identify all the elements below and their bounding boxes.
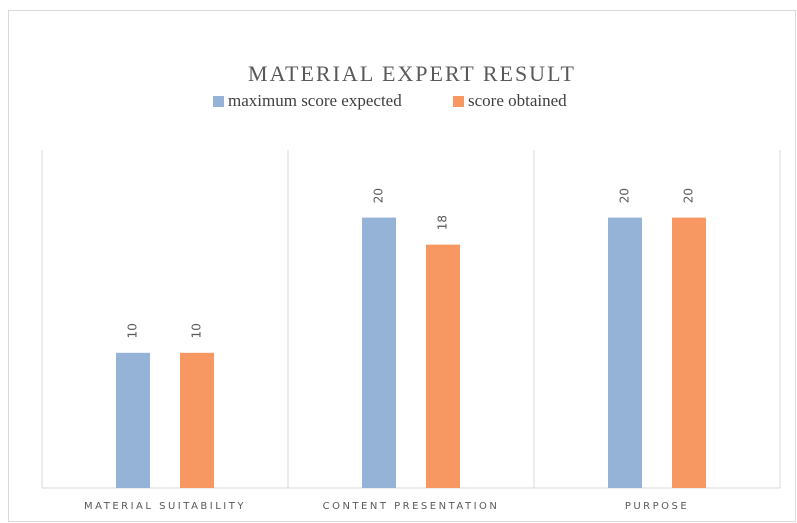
x-tick-label: PURPOSE [625,501,689,512]
data-label: 20 [682,188,696,203]
x-tick-label: CONTENT PRESENTATION [323,501,500,512]
bar [608,217,642,488]
x-tick-label: MATERIAL SUITABILITY [84,501,246,512]
data-label: 10 [190,323,204,338]
data-label: 20 [618,188,632,203]
bar [116,352,150,488]
bar [426,244,460,488]
data-label: 20 [372,188,386,203]
legend-swatch [213,96,224,107]
data-label: 18 [436,215,450,230]
bar [672,217,706,488]
data-label: 10 [126,323,140,338]
bar [362,217,396,488]
legend-swatch [453,96,464,107]
chart-title: MATERIAL EXPERT RESULT [248,61,576,86]
bar [180,352,214,488]
legend-label: maximum score expected [228,91,402,110]
legend-label: score obtained [468,91,567,110]
